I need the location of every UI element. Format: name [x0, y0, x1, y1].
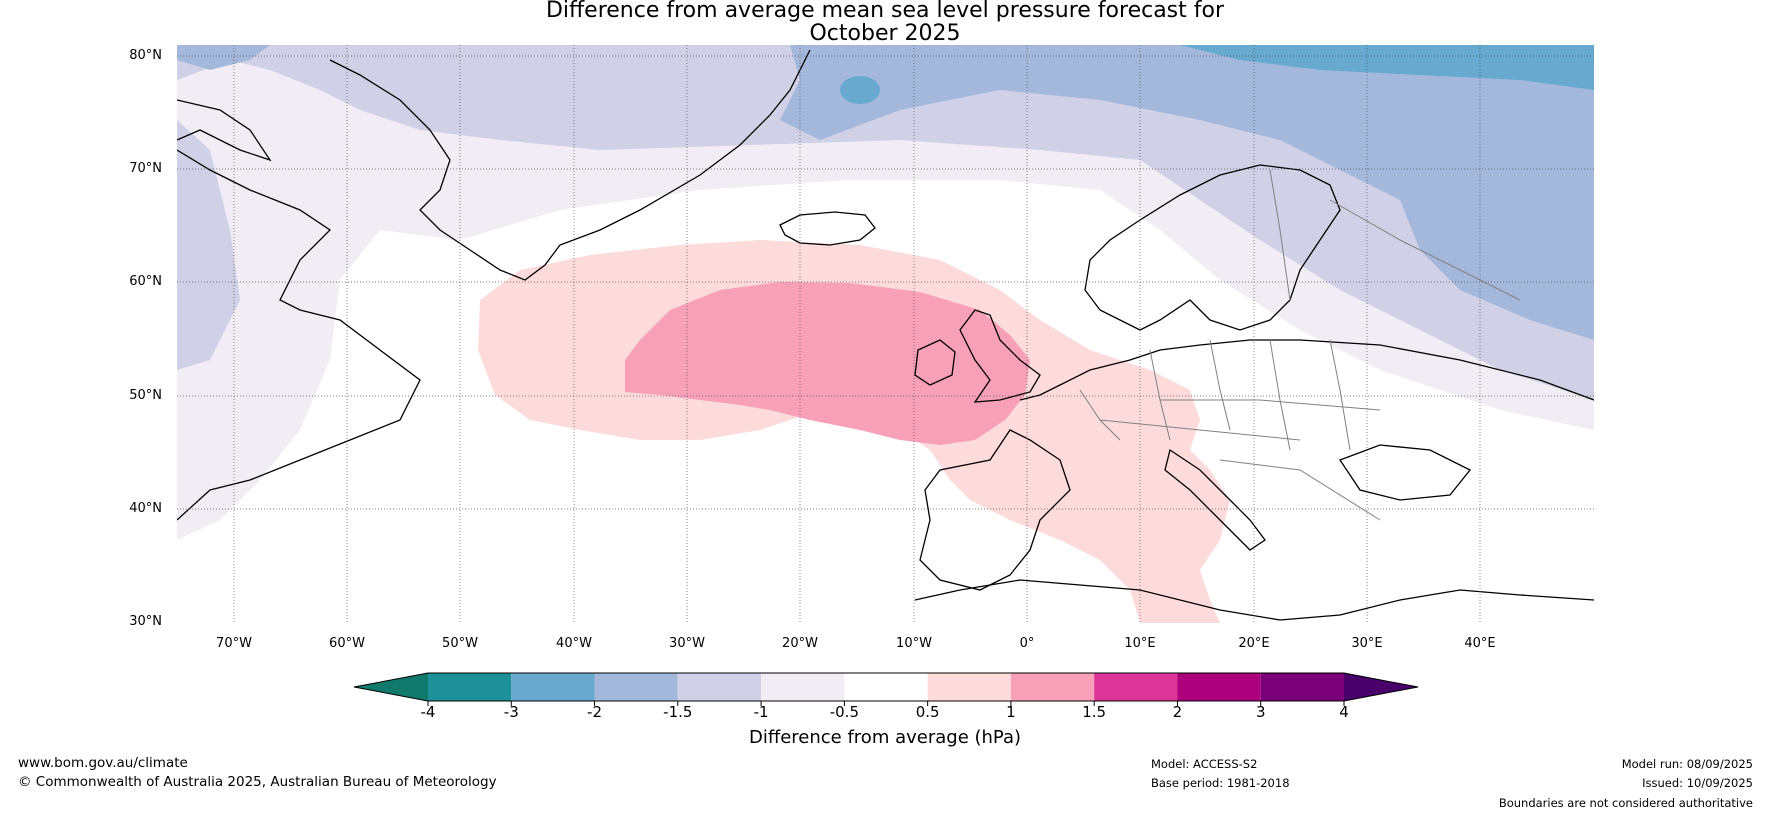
lat-label-50n: 50°N	[129, 388, 162, 403]
colorbar-segment	[761, 673, 845, 701]
lon-label-20e: 20°E	[1238, 636, 1270, 651]
anomaly-region-neg-1	[177, 45, 1594, 400]
lon-label-50w: 50°W	[442, 636, 478, 651]
copyright-text: © Commonwealth of Australia 2025, Austra…	[18, 774, 497, 790]
iceland-coastline	[779, 211, 876, 246]
colorbar-segment	[1177, 673, 1261, 701]
colorbar-segment	[1260, 673, 1344, 701]
lat-label-40n: 40°N	[129, 501, 162, 516]
colorbar-tick-label: 4	[1339, 703, 1349, 721]
colorbar-tick-label: 0.5	[915, 703, 940, 721]
colorbar-segment	[844, 673, 928, 701]
country-borders	[1079, 169, 1521, 521]
colorbar-tick-label: -0.5	[829, 703, 859, 721]
colorbar-segment	[677, 673, 762, 701]
italy-coastline	[1164, 448, 1266, 551]
colorbar-segment	[1094, 673, 1178, 701]
baffin-coastline	[177, 99, 272, 162]
colorbar-tick-label: 2	[1172, 703, 1183, 721]
lon-label-30w: 30°W	[669, 636, 705, 651]
map-title-line1: Difference from average mean sea level p…	[545, 0, 1225, 23]
anomaly-region-neg-1-5	[780, 45, 1594, 340]
ireland-coastline	[914, 339, 956, 386]
lon-label-60w: 60°W	[329, 636, 365, 651]
map-title-line2: October 2025	[809, 21, 961, 46]
lon-label-40e: 40°E	[1464, 636, 1496, 651]
lon-label-10w: 10°W	[896, 636, 932, 651]
uk-coastline	[959, 309, 1041, 403]
anomaly-region-pos-1	[625, 282, 1030, 445]
colorbar-label: Difference from average (hPa)	[748, 727, 1022, 748]
colorbar-tick-label: 3	[1255, 703, 1266, 721]
lat-label-30n: 30°N	[129, 614, 162, 629]
anomaly-region-neg-1-5-west	[177, 45, 270, 70]
greenland-coastline	[329, 49, 811, 281]
model-text: Model: ACCESS-S2	[1151, 757, 1258, 771]
colorbar-segment	[927, 673, 1011, 701]
lat-label-70n: 70°N	[129, 161, 162, 176]
colorbar-segment	[511, 673, 595, 701]
lon-label-0: 0°	[1019, 636, 1035, 651]
colorbar-extend-low	[354, 673, 428, 701]
colorbar-segment	[428, 673, 512, 701]
lon-label-20w: 20°W	[782, 636, 818, 651]
colorbar-tick-label: -1.5	[663, 703, 693, 721]
lat-label-60n: 60°N	[129, 274, 162, 289]
model-run-text: Model run: 08/09/2025	[1621, 757, 1753, 771]
colorbar-segment	[1010, 673, 1095, 701]
iberia-coastline	[919, 429, 1071, 591]
colorbar-tick-label: -3	[503, 703, 519, 721]
issued-text: Issued: 10/09/2025	[1642, 776, 1753, 790]
lat-label-80n: 80°N	[129, 48, 162, 63]
colorbar-extend-high	[1344, 673, 1418, 701]
europe-coastline	[1019, 339, 1594, 401]
colorbar-tick-label: -4	[420, 703, 436, 721]
anomaly-region-neg-2-spot	[840, 76, 880, 104]
lon-label-70w: 70°W	[216, 636, 252, 651]
lon-label-30e: 30°E	[1351, 636, 1383, 651]
black-sea-coastline	[1339, 444, 1472, 501]
scandinavia-coastline	[1084, 164, 1341, 331]
website-link[interactable]: www.bom.gov.au/climate	[18, 755, 188, 771]
colorbar-tick-label: -1	[753, 703, 769, 721]
lon-label-40w: 40°W	[556, 636, 592, 651]
anomaly-region-neg-2	[1180, 45, 1594, 90]
canada-coastline	[177, 149, 421, 521]
disclaimer-text: Boundaries are not considered authoritat…	[1498, 796, 1753, 810]
base-period-text: Base period: 1981-2018	[1151, 776, 1290, 790]
north-africa-coastline	[914, 579, 1594, 621]
graticule	[177, 45, 1594, 623]
colorbar-tick-label: 1.5	[1082, 703, 1107, 721]
colorbar-segment	[594, 673, 678, 701]
lon-label-10e: 10°E	[1124, 636, 1156, 651]
colorbar-tick-label: 1	[1006, 703, 1016, 721]
colorbar-tick-label: -2	[587, 703, 603, 721]
